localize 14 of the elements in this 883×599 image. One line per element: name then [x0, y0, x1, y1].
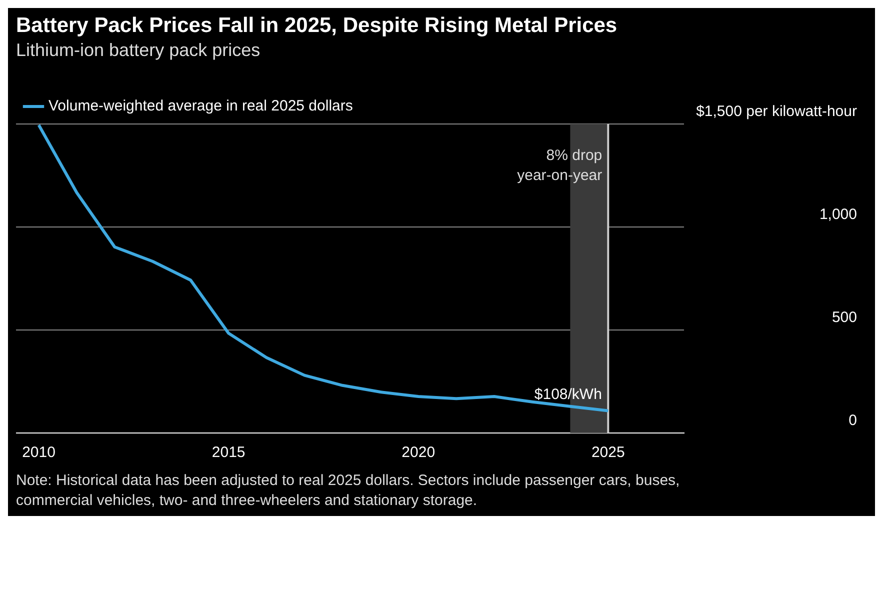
x-tick-label: 2015: [212, 444, 246, 462]
chart-subtitle: Lithium-ion battery pack prices: [16, 40, 262, 61]
text: Note: Historical data has been adjusted to real 2025 dollars. Sectors include passenger cars, buses, commercial vehicles, two- and three-wheelers and stationary storage.: [16, 471, 681, 510]
x-tick-label: 2020: [402, 444, 436, 462]
y-tick-label: 1,000: [819, 206, 857, 224]
band-label: 8% drop year-on-year: [517, 147, 602, 184]
y-tick-label: 0: [848, 412, 857, 430]
x-tick-label: 2010: [22, 444, 56, 462]
annotation: $108/kWh: [534, 386, 602, 403]
y-tick-label: $1,500 per kilowatt-hour: [696, 103, 857, 120]
x-tick-label: 2025: [591, 444, 625, 462]
legend-label: Volume-weighted average in real 2025 dollars: [48, 98, 353, 115]
chart-title: Battery Pack Prices Fall in 2025, Despite Rising Metal Prices: [16, 14, 618, 38]
y-tick-label: 500: [832, 309, 857, 326]
